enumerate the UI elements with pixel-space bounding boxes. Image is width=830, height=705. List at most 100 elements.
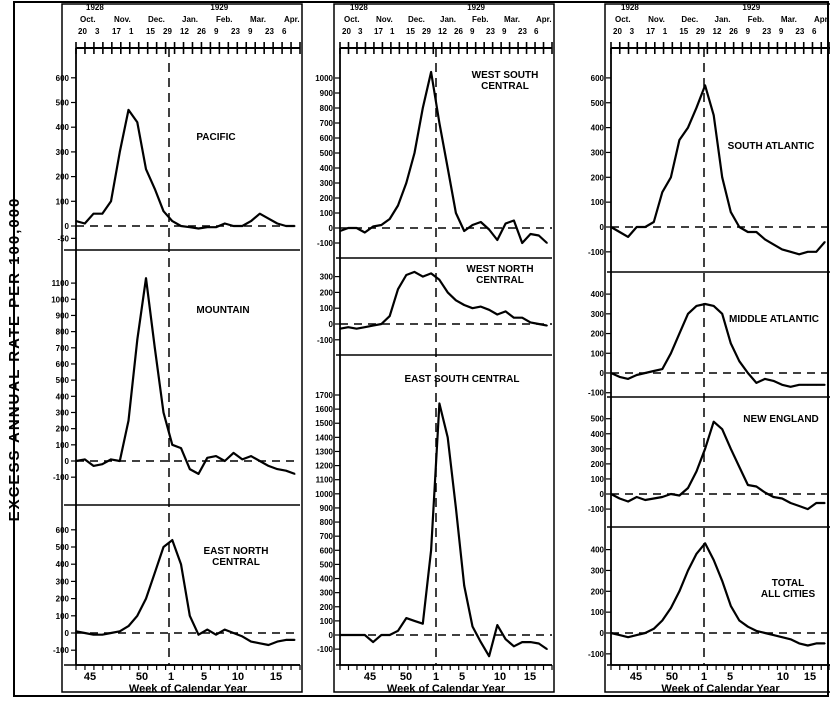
panel-title: MOUNTAIN xyxy=(196,305,249,316)
data-point xyxy=(537,642,540,645)
y-tick-label: 0 xyxy=(600,490,605,499)
day-label: 23 xyxy=(265,27,274,36)
data-point xyxy=(546,324,548,327)
data-point xyxy=(670,607,672,609)
data-point xyxy=(397,204,399,207)
panel-6: 1700160015001400130012001100100090080070… xyxy=(315,374,552,666)
y-tick-label: 300 xyxy=(56,577,70,586)
year-label: 1928 xyxy=(621,3,639,12)
data-point xyxy=(678,494,681,497)
month-label: Jan. xyxy=(715,15,731,24)
data-point xyxy=(276,468,279,470)
y-tick-label: 500 xyxy=(591,415,605,424)
data-point xyxy=(110,632,112,634)
data-point xyxy=(479,221,482,223)
data-point xyxy=(145,168,147,170)
data-point xyxy=(413,271,416,273)
data-point xyxy=(521,641,523,643)
y-tick-label: 300 xyxy=(320,273,334,282)
y-tick-label: 600 xyxy=(56,74,70,83)
day-label: 20 xyxy=(342,27,351,36)
column-border xyxy=(61,3,303,693)
y-tick-label: 1000 xyxy=(51,295,69,304)
x-tick-label: 10 xyxy=(777,671,789,683)
y-tick-label: 100 xyxy=(591,608,605,617)
y-tick-label: 100 xyxy=(56,612,70,621)
data-point xyxy=(215,226,217,229)
panel-title: CENTRAL xyxy=(481,81,529,92)
y-tick-label: -100 xyxy=(317,645,334,654)
data-point xyxy=(153,572,156,574)
data-point xyxy=(372,225,374,228)
data-point xyxy=(704,303,706,305)
data-point xyxy=(276,640,279,643)
data-point xyxy=(118,151,121,153)
month-label: Nov. xyxy=(114,15,131,24)
month-label: Apr. xyxy=(536,15,552,24)
y-tick-label: 0 xyxy=(329,320,334,329)
data-point xyxy=(618,376,621,378)
data-point xyxy=(285,639,287,641)
y-tick-label: 800 xyxy=(56,328,70,337)
data-point xyxy=(627,236,629,238)
year-label: 1929 xyxy=(210,3,228,12)
panel-title: CENTRAL xyxy=(476,275,524,286)
y-tick-label: 0 xyxy=(65,629,70,638)
data-point xyxy=(118,630,121,633)
panel-title: CENTRAL xyxy=(212,557,260,568)
y-tick-label: 200 xyxy=(591,330,605,339)
data-point xyxy=(339,634,341,636)
data-point xyxy=(781,384,783,386)
data-point xyxy=(772,380,775,382)
day-label: 1 xyxy=(129,27,134,36)
y-tick-label: 200 xyxy=(320,194,334,203)
data-point xyxy=(504,222,507,225)
data-point xyxy=(824,241,826,243)
data-point xyxy=(695,470,698,473)
data-point xyxy=(118,460,121,462)
data-point xyxy=(704,448,706,450)
data-point xyxy=(661,496,664,498)
data-point xyxy=(471,307,474,310)
data-point xyxy=(127,625,130,627)
data-point xyxy=(267,644,270,646)
panel-2: 110010009008007006005004003002001000-100… xyxy=(51,277,300,506)
day-label: 23 xyxy=(231,27,240,36)
data-point xyxy=(729,448,732,450)
data-point xyxy=(764,378,766,380)
data-point xyxy=(738,226,741,228)
y-tick-label: 300 xyxy=(591,310,605,319)
x-tick-label: 5 xyxy=(727,671,733,683)
y-tick-label: 200 xyxy=(591,173,605,182)
day-label: 23 xyxy=(762,27,771,36)
data-point xyxy=(618,231,621,233)
data-point xyxy=(764,238,766,241)
data-point xyxy=(496,313,499,316)
data-point xyxy=(153,346,156,349)
data-point xyxy=(430,549,432,552)
data-point xyxy=(789,251,792,253)
data-point xyxy=(455,299,457,302)
data-point xyxy=(455,507,457,509)
panel-title: PACIFIC xyxy=(196,132,235,143)
data-point xyxy=(635,634,638,636)
figure-frame xyxy=(13,1,829,697)
data-point xyxy=(789,638,792,641)
y-tick-label: 500 xyxy=(56,99,70,108)
year-label: 1928 xyxy=(350,3,368,12)
data-point xyxy=(380,224,383,226)
data-point xyxy=(430,272,432,275)
y-tick-label: -100 xyxy=(53,646,70,655)
data-point xyxy=(180,563,182,565)
x-tick-label: 10 xyxy=(494,671,506,683)
data-point xyxy=(695,106,698,109)
data-point xyxy=(75,630,77,633)
panel-9: 500 400 300 200 100 0 -100 NEW ENGLAND xyxy=(588,414,830,528)
data-point xyxy=(747,625,749,628)
y-tick-label: 100 xyxy=(591,198,605,207)
data-point xyxy=(764,491,766,494)
panel-1: 600 500 400 300 200 100 0 -50 PACIFIC xyxy=(56,74,300,251)
